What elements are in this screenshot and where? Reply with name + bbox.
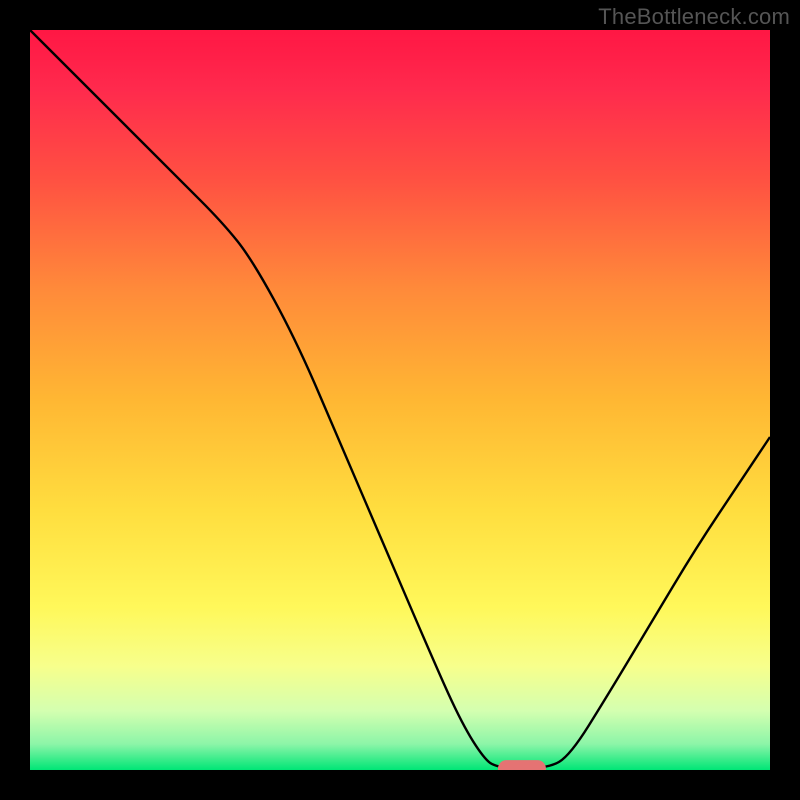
plot-area <box>30 30 770 770</box>
curve-path <box>30 30 770 769</box>
watermark-text: TheBottleneck.com <box>598 4 790 30</box>
bottleneck-curve <box>30 30 770 770</box>
optimal-point-marker <box>498 760 546 770</box>
